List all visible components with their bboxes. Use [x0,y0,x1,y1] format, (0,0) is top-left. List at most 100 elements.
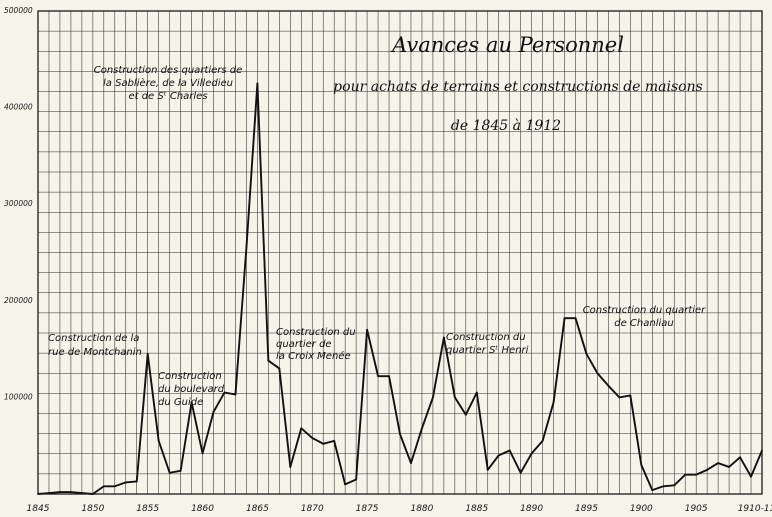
data-point [179,469,182,472]
data-point [629,394,632,397]
x-tick-label: 1895 [575,504,598,514]
data-point [761,449,763,452]
data-point [596,372,599,375]
data-point [453,396,456,399]
x-tick-label: 1870 [301,504,324,514]
data-point [585,353,588,355]
x-tick-label: 1855 [136,504,159,514]
x-axis-ticks: 1845 1850 1855 1860 1865 1870 1875 1880 1885 1890… [27,504,772,514]
annotation-line: rue de Montchanin [48,347,142,358]
annotation-line: Construction de la [48,333,139,344]
annotation-line: Construction du [446,332,526,343]
data-point [421,427,423,430]
annotation-line: Construction du quartier [583,305,706,316]
y-axis-ticks: 100000 200000 300000 400000 500000 [4,6,33,401]
x-tick-label: 1850 [81,504,104,514]
data-point [530,452,533,455]
data-point [322,442,325,445]
grid [37,10,763,495]
y-tick-label: 100000 [4,392,33,401]
annotation-line: et de Sᵗ Charles [128,91,207,102]
data-point [333,439,336,442]
data-point [146,353,149,355]
chart-date-range: de 1845 à 1912 [451,118,561,134]
data-point [311,437,314,439]
data-point [278,367,281,370]
data-point [497,454,500,457]
annotation-line: Construction des quartiers de [94,65,243,76]
annotation-line: la Croix Menée [276,350,351,362]
data-point [695,473,698,476]
data-point [70,491,72,493]
data-point [102,485,105,488]
annotation-line: quartier de [276,339,332,350]
data-point [706,468,709,471]
data-point [113,485,116,488]
data-point [739,456,741,459]
data-point [486,468,489,471]
data-point [289,466,292,468]
annotation-line: de Chanliau [614,318,674,329]
data-point [563,317,566,320]
annotation-line: Construction du [276,327,356,338]
data-point [124,481,127,484]
data-point [234,393,237,396]
data-point [157,439,160,442]
annotation: Construction du quartier Sᵗ Henri [446,332,529,356]
data-point [508,449,511,452]
data-point [673,484,676,487]
data-point [388,375,390,378]
x-tick-label: 1890 [520,504,543,514]
data-point [48,492,50,494]
data-point [640,464,643,466]
x-tick-label: 1865 [246,504,269,514]
chart-title: Avances au Personnel [390,33,624,57]
annotation: Construction du quartier de Chanliau [583,305,706,329]
data-point [223,391,226,394]
annotation-line: la Sablière, de la Villedieu [103,77,233,89]
x-tick-label: 1875 [356,504,379,514]
data-point [552,401,555,404]
x-tick-label: 1845 [27,504,50,514]
data-point [168,471,171,474]
data-point [432,396,434,399]
data-point [399,433,401,436]
x-tick-label: 1885 [465,504,488,514]
x-tick-label: 1860 [191,504,214,514]
data-point [80,492,83,494]
data-point [201,452,204,455]
data-point [541,439,544,442]
data-point [750,475,752,478]
x-tick-label: 1905 [685,504,708,514]
data-point [410,462,412,464]
data-point [212,410,215,413]
data-point [256,82,259,85]
data-point [662,485,665,488]
data-point [377,375,379,378]
data-point [607,384,610,387]
data-points [37,82,763,495]
data-point [574,317,577,320]
data-point [245,246,248,249]
annotation-line: Construction [158,371,222,382]
data-point [618,396,621,399]
x-tick-label: 1900 [630,504,653,514]
data-point [475,391,478,394]
data-point [651,489,654,492]
y-tick-label: 300000 [4,199,33,208]
y-tick-label: 200000 [4,296,33,305]
annotation: Construction du boulevard du Guide [158,371,225,408]
data-point [300,427,303,430]
x-tick-label: 1910-11 [738,504,772,514]
data-point [190,401,193,404]
data-point [135,480,138,483]
data-point [519,471,522,474]
data-point [344,483,347,486]
data-point [91,493,94,495]
data-point [684,473,687,476]
annotation-line: quartier Sᵗ Henri [446,345,529,356]
annotation: Construction de la rue de Montchanin [48,333,142,358]
